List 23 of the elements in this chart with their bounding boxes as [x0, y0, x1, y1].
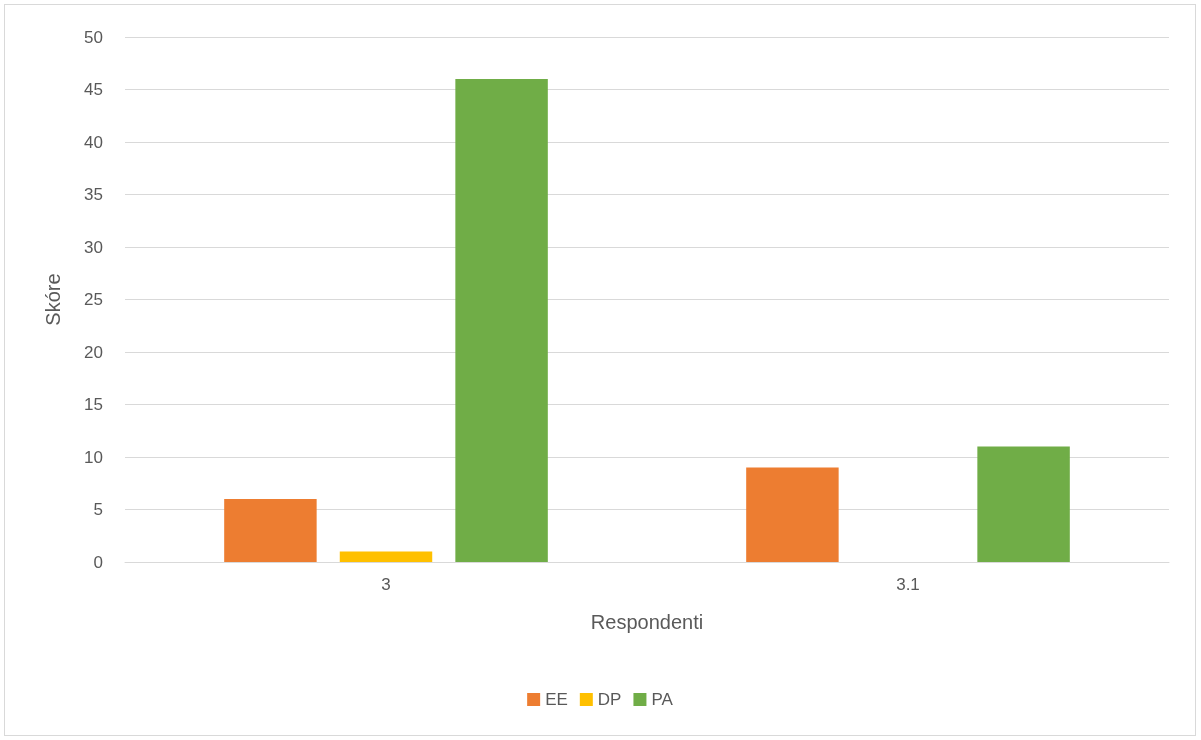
y-tick-label: 15	[84, 395, 103, 414]
y-tick-label: 40	[84, 132, 103, 152]
x-tick-label: 3	[381, 575, 391, 594]
y-tick-label: 35	[84, 185, 103, 204]
legend-label: EE	[545, 690, 568, 709]
bar	[977, 446, 1070, 562]
y-axis-title: Skóre	[42, 273, 64, 326]
x-axis-title: Respondenti	[590, 611, 704, 633]
y-tick-label: 0	[93, 552, 103, 572]
bar	[339, 551, 433, 562]
y-tick-label: 50	[84, 27, 103, 47]
y-tick-label: 5	[93, 500, 103, 519]
legend-label: DP	[597, 690, 622, 709]
legend-label: PA	[651, 690, 674, 709]
y-tick-label: 20	[84, 342, 103, 362]
x-tick-label: 3.1	[896, 575, 920, 594]
y-tick-label: 30	[84, 237, 103, 257]
y-tick-label: 25	[84, 290, 103, 309]
y-tick-label: 10	[84, 447, 103, 467]
bar	[746, 467, 839, 562]
y-tick-label: 45	[84, 80, 103, 99]
bar	[224, 499, 317, 562]
bar	[455, 79, 548, 562]
